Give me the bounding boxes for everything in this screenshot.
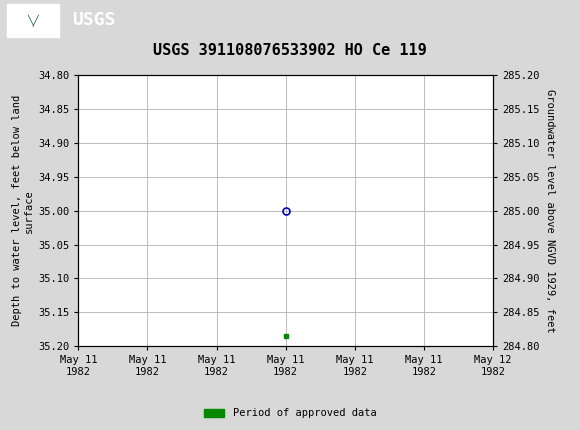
Text: ╲╱: ╲╱	[27, 15, 39, 26]
Text: USGS 391108076533902 HO Ce 119: USGS 391108076533902 HO Ce 119	[153, 43, 427, 58]
Y-axis label: Groundwater level above NGVD 1929, feet: Groundwater level above NGVD 1929, feet	[545, 89, 555, 332]
FancyBboxPatch shape	[7, 4, 59, 37]
Text: USGS: USGS	[72, 12, 116, 29]
Y-axis label: Depth to water level, feet below land
surface: Depth to water level, feet below land su…	[12, 95, 34, 326]
Legend: Period of approved data: Period of approved data	[200, 404, 380, 423]
